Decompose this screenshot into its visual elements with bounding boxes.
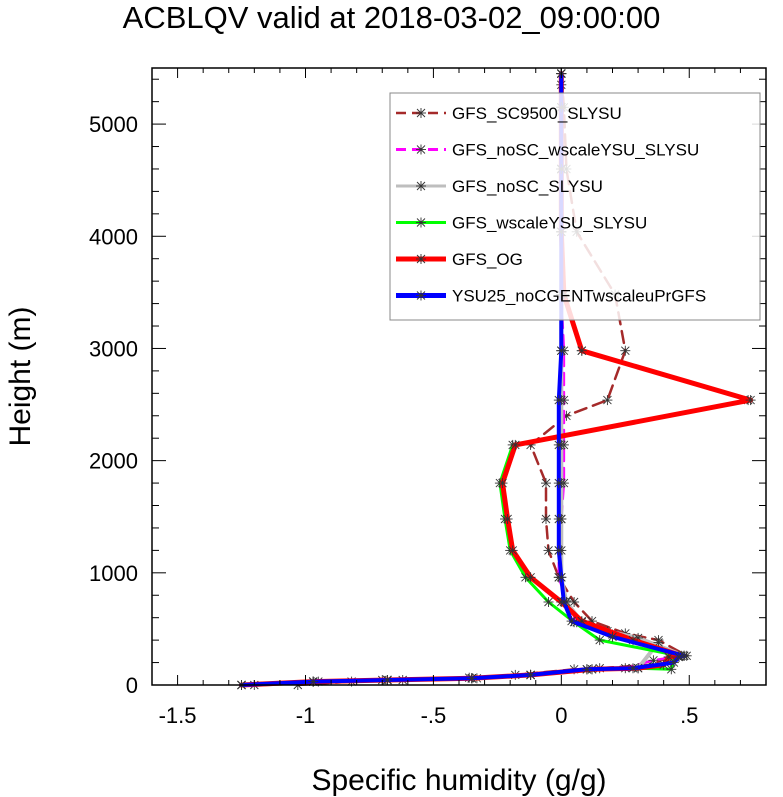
data-point-marker [525, 669, 536, 680]
legend-marker [416, 181, 426, 191]
legend-marker [416, 217, 426, 228]
legend-box [389, 92, 761, 321]
data-point-marker [594, 635, 605, 646]
y-tick-label: 3000 [89, 336, 138, 361]
data-point-marker [558, 597, 569, 607]
y-tick-label: 5000 [89, 112, 138, 137]
legend-label: GFS_noSC_wscaleYSU_SLYSU [452, 141, 699, 160]
data-point-marker [566, 616, 577, 627]
data-point-marker [553, 395, 564, 406]
data-point-marker [510, 439, 521, 450]
data-point-marker [576, 345, 587, 356]
data-point-marker [745, 395, 756, 406]
data-point-marker [553, 478, 564, 489]
data-point-marker [628, 663, 638, 674]
data-point-marker [525, 572, 536, 583]
data-point-marker [553, 514, 564, 524]
y-tick-label: 1000 [89, 561, 138, 586]
data-point-marker [382, 675, 393, 685]
legend-marker [416, 290, 426, 301]
data-point-marker [556, 572, 567, 583]
data-point-marker [502, 514, 513, 524]
data-point-marker [543, 545, 554, 556]
legend-label: GFS_wscaleYSU_SLYSU [452, 214, 647, 233]
x-tick-label: -1.5 [159, 703, 197, 728]
data-point-marker [556, 345, 567, 356]
x-tick-label: 0 [555, 703, 567, 728]
data-point-marker [679, 650, 690, 661]
y-axis-label: Height (m) [4, 306, 37, 446]
axes-layer: -1.5 -1 -.5 0 .5 0 1000 2000 3000 4000 5000 Specifi… [4, 67, 767, 797]
data-point-marker [553, 545, 564, 556]
data-point-marker [620, 345, 631, 356]
data-point-marker [607, 631, 618, 642]
y-tick-label: 4000 [89, 224, 138, 249]
legend-label: GFS_SC9500_SLYSU [452, 104, 622, 123]
data-point-marker [497, 478, 508, 489]
data-point-marker [543, 597, 554, 607]
x-axis-label: Specific humidity (g/g) [311, 764, 606, 797]
data-point-marker [466, 673, 477, 684]
legend-marker [416, 254, 426, 264]
y-tick-label: 2000 [89, 449, 138, 474]
legend: GFS_SC9500_SLYSU GFS_noSC_wscaleYSU_SLYSU… [389, 92, 761, 321]
data-point-marker [553, 439, 564, 450]
data-point-marker [541, 514, 551, 524]
x-tick-label: -1 [296, 703, 316, 728]
legend-label: GFS_OG [452, 250, 523, 269]
x-tick-label: -.5 [421, 703, 447, 728]
legend-marker [416, 108, 426, 118]
data-point-marker [507, 545, 518, 556]
legend-label: GFS_noSC_SLYSU [452, 177, 603, 196]
legend-marker [416, 144, 426, 155]
x-tick-label: .5 [680, 703, 698, 728]
y-tick-label: 0 [126, 673, 138, 698]
legend-label: YSU25_noCGENTwscaleuPrGFS [452, 287, 706, 306]
data-point-marker [541, 478, 551, 489]
data-point-marker [581, 664, 592, 675]
data-point-marker [648, 655, 659, 666]
data-point-marker [602, 395, 613, 406]
data-point-marker [576, 616, 587, 627]
chart-title: ACBLQV valid at 2018-03-02_09:00:00 [122, 0, 661, 35]
